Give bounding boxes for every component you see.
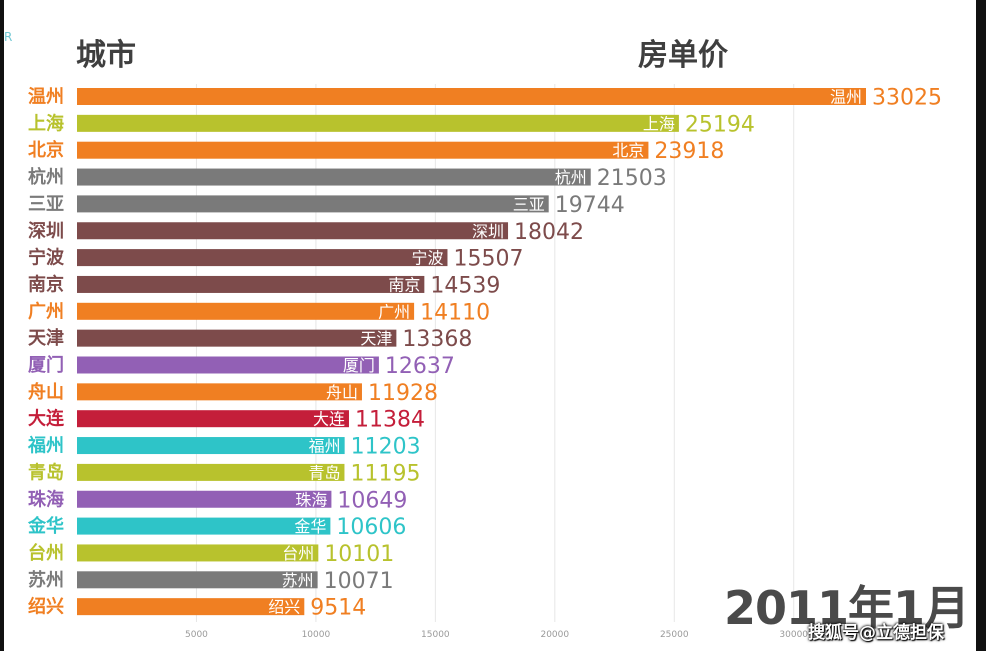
watermark: 搜狐号@立德担保 [808, 623, 944, 643]
x-tick-label: 20000 [540, 630, 569, 640]
bar-city-label: 绍兴 [268, 598, 300, 617]
bar-city-label: 杭州 [555, 168, 587, 187]
city-label: 厦门 [28, 354, 64, 376]
value-label: 11928 [368, 381, 438, 406]
bar [77, 302, 415, 320]
value-label: 21503 [597, 166, 667, 191]
value-label: 15507 [453, 247, 523, 272]
bar [77, 517, 331, 535]
value-label: 10606 [336, 515, 406, 540]
bar-city-label: 大连 [313, 410, 345, 429]
value-label: 14539 [430, 273, 500, 298]
bar-city-label: 天津 [360, 329, 392, 348]
bar [77, 88, 866, 105]
value-label: 11203 [351, 435, 421, 460]
city-label: 苏州 [28, 569, 64, 591]
value-label: 13368 [402, 327, 472, 352]
value-label: 12637 [385, 354, 455, 379]
city-label: 绍兴 [28, 596, 64, 618]
city-label: 珠海 [28, 488, 64, 510]
bar-city-label: 苏州 [282, 571, 314, 590]
price-column-title: 房单价 [638, 38, 728, 73]
value-label: 18042 [514, 220, 584, 245]
city-label: 宁波 [28, 247, 65, 269]
corner-mark: R [4, 30, 13, 44]
value-label: 33025 [872, 86, 942, 111]
bar [77, 329, 397, 347]
bar-city-label: 上海 [643, 114, 675, 133]
city-label: 福州 [27, 435, 64, 457]
city-label: 台州 [28, 542, 64, 564]
city-column-title: 城市 [76, 38, 136, 73]
bar-city-label: 深圳 [472, 222, 504, 241]
bar-city-label: 三亚 [513, 195, 545, 214]
bar-city-label: 舟山 [326, 383, 358, 402]
value-label: 25194 [685, 112, 755, 137]
x-tick-label: 15000 [421, 630, 450, 640]
value-label: 19744 [555, 193, 625, 218]
bar [77, 383, 362, 401]
value-label: 10649 [337, 488, 407, 513]
bar-city-label: 北京 [612, 141, 644, 160]
bar-city-label: 金华 [294, 517, 326, 536]
bar [77, 222, 509, 240]
bar [77, 544, 319, 562]
bar-city-label: 青岛 [308, 463, 340, 482]
bar [77, 195, 549, 213]
bar [77, 437, 345, 455]
bar-city-label: 宁波 [411, 249, 443, 268]
bar [77, 275, 425, 293]
x-tick-label: 30000 [779, 630, 808, 640]
value-label: 11195 [350, 461, 420, 486]
city-label: 金华 [27, 515, 64, 537]
bar-city-label: 温州 [830, 88, 862, 107]
city-label: 杭州 [28, 166, 64, 188]
bar-city-label: 台州 [282, 544, 314, 563]
bar-city-label: 厦门 [343, 356, 375, 375]
x-tick-label: 10000 [302, 630, 331, 640]
city-label: 南京 [28, 273, 64, 295]
bar [77, 490, 332, 508]
gridlines [195, 84, 795, 622]
bar [77, 571, 318, 589]
city-label: 三亚 [28, 194, 64, 215]
bar-city-label: 福州 [309, 437, 341, 456]
value-label: 10071 [324, 569, 394, 594]
bar [77, 463, 345, 481]
city-label: 深圳 [28, 220, 64, 242]
value-label: 23918 [654, 139, 724, 164]
x-tick-label: 25000 [660, 630, 689, 640]
city-label: 广州 [28, 300, 64, 322]
value-label: 9514 [310, 596, 366, 621]
bar [77, 249, 448, 267]
value-label: 14110 [420, 300, 490, 325]
bars: 温州 温州 33025 上海 上海 25194 北京 北京 23918 杭州 杭州 21503 三亚 三亚… [27, 86, 942, 621]
x-tick-label: 5000 [185, 630, 208, 640]
value-label: 10101 [324, 542, 394, 567]
bar-city-label: 珠海 [295, 490, 327, 509]
city-label: 大连 [28, 408, 65, 430]
date-label: 2011年1月 [724, 581, 970, 635]
city-label: 温州 [28, 87, 64, 108]
bar [77, 356, 379, 374]
bar [77, 168, 591, 186]
city-label: 北京 [28, 139, 64, 161]
city-label: 上海 [28, 112, 64, 134]
city-label: 天津 [28, 327, 64, 349]
bar [77, 598, 305, 616]
left-border [0, 0, 4, 651]
city-label: 舟山 [28, 381, 64, 403]
x-axis-ticks: 5000 10000 15000 20000 25000 30000 [185, 630, 808, 640]
value-label: 11384 [355, 408, 425, 433]
bar [77, 141, 649, 159]
bar [77, 114, 679, 132]
right-border [976, 0, 986, 651]
bar-city-label: 广州 [378, 302, 410, 321]
bar-city-label: 南京 [388, 275, 420, 294]
bar [77, 410, 349, 428]
city-label: 青岛 [28, 461, 64, 483]
